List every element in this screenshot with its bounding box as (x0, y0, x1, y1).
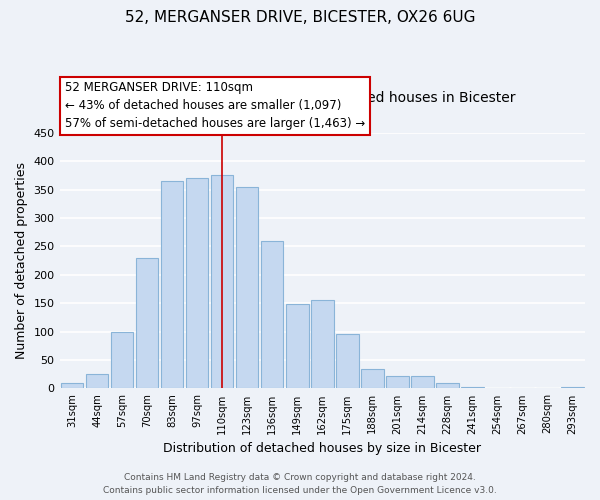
Text: 52, MERGANSER DRIVE, BICESTER, OX26 6UG: 52, MERGANSER DRIVE, BICESTER, OX26 6UG (125, 10, 475, 25)
Y-axis label: Number of detached properties: Number of detached properties (15, 162, 28, 359)
Bar (436, 383, 458, 388)
Bar (411, 376, 434, 388)
Bar (311, 300, 334, 388)
Bar (261, 241, 283, 388)
Bar (161, 181, 184, 388)
Bar (211, 176, 233, 388)
Bar (136, 258, 158, 388)
Bar (61, 383, 83, 388)
Bar (386, 376, 409, 388)
Bar (111, 332, 133, 388)
Text: 52 MERGANSER DRIVE: 110sqm
← 43% of detached houses are smaller (1,097)
57% of s: 52 MERGANSER DRIVE: 110sqm ← 43% of deta… (65, 82, 365, 130)
Bar (236, 187, 259, 388)
Bar (86, 374, 109, 388)
Bar (336, 334, 359, 388)
Bar (186, 178, 208, 388)
Bar (286, 304, 308, 388)
X-axis label: Distribution of detached houses by size in Bicester: Distribution of detached houses by size … (163, 442, 481, 455)
Text: Contains HM Land Registry data © Crown copyright and database right 2024.
Contai: Contains HM Land Registry data © Crown c… (103, 474, 497, 495)
Bar (361, 368, 383, 388)
Bar (461, 386, 484, 388)
Title: Size of property relative to detached houses in Bicester: Size of property relative to detached ho… (129, 92, 515, 106)
